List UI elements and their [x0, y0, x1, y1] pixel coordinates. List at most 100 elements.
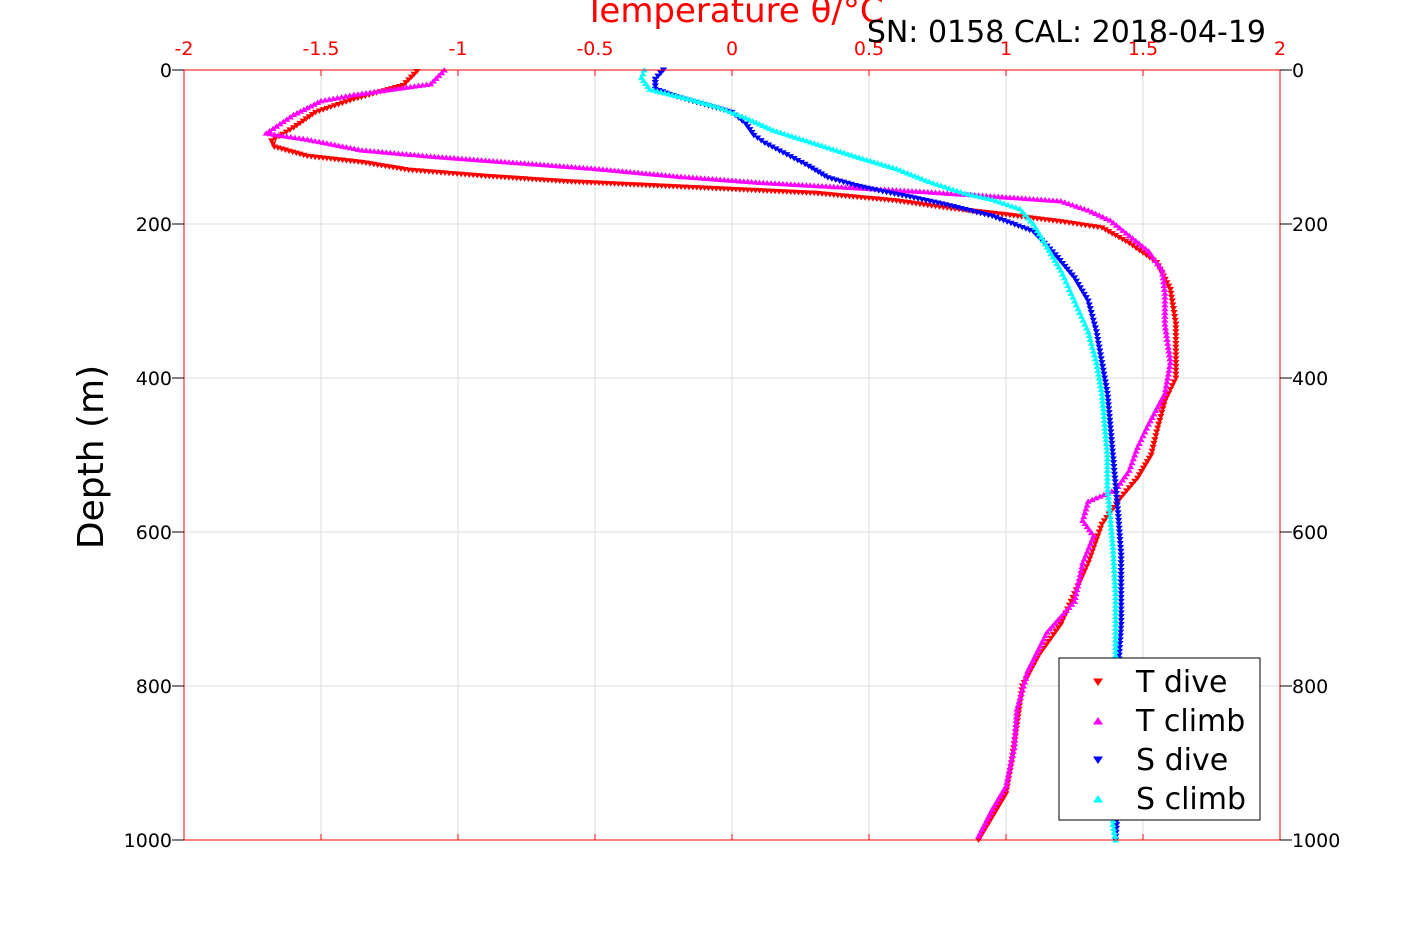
- t-climb-marker: [1133, 444, 1142, 450]
- s-climb-marker: [1096, 378, 1104, 385]
- y-tick-label-right: 1000: [1292, 830, 1340, 852]
- t-climb-marker: [1088, 496, 1096, 503]
- s-climb-marker: [1112, 640, 1120, 647]
- s-dive-marker: [1117, 610, 1125, 616]
- s-dive-marker: [1117, 625, 1125, 632]
- s-dive-marker: [768, 144, 776, 150]
- s-climb-marker: [957, 189, 965, 195]
- t-dive-marker: [1135, 472, 1144, 478]
- s-climb-marker: [847, 152, 856, 158]
- t-climb-marker: [269, 125, 277, 132]
- s-climb-marker: [844, 150, 852, 157]
- legend-label-t-climb: T climb: [1135, 704, 1245, 739]
- t-dive-marker: [1165, 283, 1173, 289]
- s-dive-marker: [1076, 285, 1084, 291]
- s-climb-marker: [730, 110, 738, 116]
- s-dive-marker: [1106, 425, 1115, 431]
- t-climb-marker: [1078, 563, 1086, 570]
- t-climb-marker: [1074, 583, 1082, 589]
- s-dive-marker: [1117, 602, 1125, 609]
- t-climb-marker: [1131, 452, 1139, 458]
- s-climb-marker: [1107, 525, 1115, 531]
- t-dive-marker: [407, 74, 416, 80]
- s-climb-marker: [996, 199, 1004, 205]
- s-dive-marker: [1117, 614, 1125, 620]
- y-tick-label-left: 200: [136, 214, 172, 236]
- s-climb-marker: [980, 194, 989, 201]
- t-dive-marker: [1172, 356, 1180, 362]
- t-climb-marker: [1108, 488, 1116, 494]
- s-dive-marker: [1117, 548, 1125, 555]
- s-dive-marker: [1103, 390, 1111, 397]
- calibration-annotation: SN: 0158 CAL: 2018-04-19: [867, 15, 1266, 50]
- s-climb-marker: [1109, 821, 1117, 828]
- s-dive-marker: [1104, 402, 1113, 408]
- t-climb-marker: [1128, 235, 1137, 241]
- t-dive-marker: [1118, 236, 1127, 243]
- s-climb-marker: [969, 192, 977, 198]
- s-dive-marker: [1092, 329, 1101, 335]
- t-dive-marker: [1159, 406, 1167, 412]
- y-tick-label-left: 0: [160, 60, 172, 82]
- s-dive-marker: [744, 124, 752, 130]
- t-climb-marker: [1159, 271, 1167, 277]
- s-climb-marker: [1101, 425, 1109, 431]
- t-climb-marker: [1011, 733, 1019, 739]
- s-dive-marker: [1106, 421, 1114, 428]
- s-climb-marker: [1004, 201, 1012, 208]
- t-dive-marker: [1128, 481, 1136, 488]
- t-dive-marker: [1148, 448, 1156, 455]
- t-climb-marker: [1106, 217, 1114, 223]
- s-climb-marker: [1105, 506, 1114, 512]
- s-dive-marker: [1114, 510, 1122, 516]
- t-climb-marker: [1165, 352, 1173, 358]
- t-dive-marker: [1172, 333, 1180, 339]
- s-dive-marker: [1072, 278, 1081, 285]
- s-climb-marker: [810, 140, 818, 146]
- t-dive-marker: [1098, 521, 1106, 528]
- t-climb-marker: [437, 69, 446, 76]
- s-dive-marker: [742, 121, 750, 127]
- x-tick-label: 2: [1274, 38, 1286, 60]
- t-dive-marker: [290, 125, 298, 131]
- t-dive-marker: [1052, 628, 1060, 635]
- t-dive-marker: [1095, 529, 1103, 535]
- t-climb-marker: [1083, 548, 1092, 554]
- s-climb-marker: [1085, 332, 1093, 339]
- s-dive-marker: [786, 154, 795, 160]
- s-dive-marker: [779, 150, 787, 156]
- t-dive-marker: [996, 801, 1004, 807]
- t-climb-marker: [1006, 763, 1014, 770]
- s-climb-marker: [976, 193, 985, 200]
- t-climb-marker: [1161, 298, 1169, 304]
- s-climb-marker: [1110, 567, 1118, 574]
- s-dive-marker: [1003, 219, 1011, 225]
- s-dive-marker: [1029, 229, 1037, 235]
- t-climb-marker: [279, 132, 287, 139]
- x-tick-label: -2: [175, 38, 194, 60]
- s-dive-marker: [1074, 281, 1083, 288]
- s-dive-marker: [1088, 313, 1096, 320]
- t-dive-marker: [1129, 243, 1137, 249]
- s-dive-marker: [797, 159, 806, 166]
- s-climb-marker: [691, 97, 699, 103]
- s-climb-marker: [1112, 602, 1120, 608]
- s-dive-marker: [1108, 444, 1116, 451]
- t-dive-marker: [1084, 560, 1092, 566]
- t-dive-marker: [1172, 348, 1180, 354]
- t-dive-marker: [1172, 325, 1180, 331]
- t-climb-marker: [1163, 336, 1171, 343]
- t-climb-marker: [1022, 675, 1030, 681]
- t-dive-marker: [1082, 564, 1091, 570]
- s-climb-marker: [791, 134, 800, 140]
- t-climb-marker: [337, 94, 346, 100]
- s-dive-marker: [1116, 537, 1124, 543]
- s-dive-marker: [821, 173, 829, 179]
- s-climb-marker: [714, 104, 722, 110]
- s-dive-marker: [1094, 336, 1102, 343]
- s-climb-marker: [1111, 579, 1119, 585]
- t-climb-marker: [1082, 552, 1090, 558]
- t-climb-marker: [1017, 690, 1025, 697]
- x-tick-label: -0.5: [576, 38, 613, 60]
- t-climb-marker: [1003, 779, 1011, 785]
